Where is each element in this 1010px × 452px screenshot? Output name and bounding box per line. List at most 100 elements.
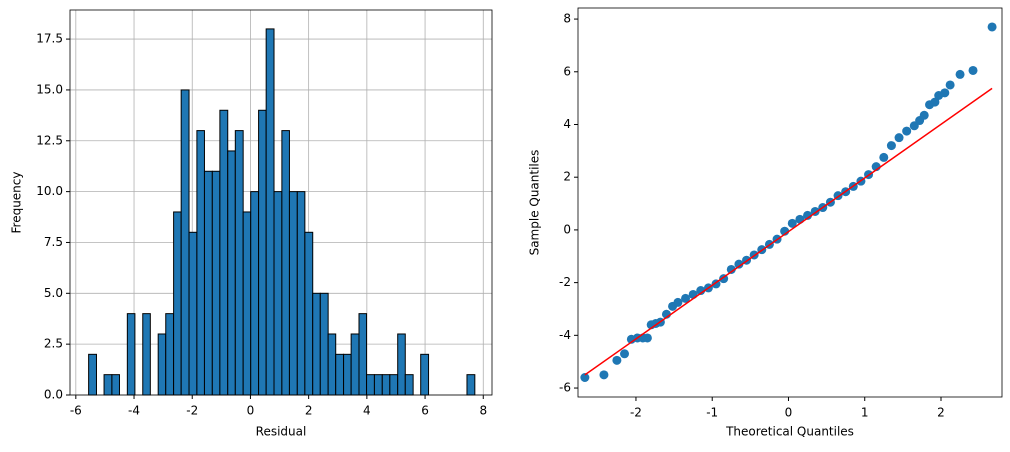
bar [180, 89, 190, 396]
bar [111, 374, 120, 396]
bar [281, 130, 290, 396]
bar [350, 333, 360, 396]
bar [296, 191, 306, 396]
point [612, 355, 622, 365]
point [787, 218, 797, 228]
x-tick-label: -4 [128, 404, 140, 418]
bar [273, 191, 283, 396]
bar [304, 231, 314, 396]
bar [373, 374, 383, 396]
bar [188, 231, 198, 396]
bar [165, 313, 175, 396]
bar [366, 374, 375, 396]
bar [389, 374, 399, 396]
y-tick-label: 8 [563, 12, 571, 26]
bar [242, 211, 252, 396]
y-tick-label: 12.5 [36, 133, 63, 147]
point [894, 133, 904, 143]
x-tick-label: -2 [186, 404, 198, 418]
x-tick-label: -2 [630, 406, 642, 420]
point [919, 110, 929, 120]
y-tick-label: -6 [559, 381, 571, 395]
x-tick-label: -6 [70, 404, 82, 418]
point [930, 97, 940, 107]
point [580, 372, 590, 382]
point [902, 126, 912, 136]
bar [343, 353, 352, 396]
bar [250, 191, 260, 396]
bar [258, 109, 267, 396]
y-tick-label: 0.0 [44, 388, 63, 402]
y-tick-label: -2 [559, 275, 571, 289]
y-tick-label: 2 [563, 170, 571, 184]
point [688, 289, 698, 299]
bar [173, 211, 182, 396]
reference-line [584, 87, 993, 376]
y-tick-label: 0 [563, 222, 571, 236]
y-tick-label: 7.5 [44, 235, 63, 249]
bar [234, 130, 244, 396]
bar [142, 313, 151, 396]
point [987, 22, 997, 32]
plot-frame [577, 7, 1003, 398]
bar [312, 292, 321, 396]
x-axis-label: Residual [256, 425, 307, 439]
point [955, 69, 965, 79]
point [945, 80, 955, 90]
bar [404, 374, 414, 396]
bar [335, 353, 345, 396]
point [681, 293, 691, 303]
y-tick-label: 17.5 [36, 32, 63, 46]
bar [203, 170, 213, 396]
bar [420, 353, 430, 396]
point [726, 264, 736, 274]
x-tick-label: 6 [421, 404, 429, 418]
y-tick-label: 2.5 [44, 337, 63, 351]
point [620, 349, 630, 359]
bar [219, 109, 229, 396]
bar [381, 374, 391, 396]
x-tick-label: 4 [363, 404, 371, 418]
bar [211, 170, 221, 396]
bar [265, 28, 275, 396]
point [886, 141, 896, 151]
x-tick-label: 2 [305, 404, 313, 418]
bar [358, 313, 368, 396]
bar [288, 191, 298, 396]
x-tick-label: 0 [247, 404, 255, 418]
x-axis-label: Theoretical Quantiles [725, 425, 854, 439]
bar [466, 374, 476, 396]
bar [88, 353, 97, 396]
x-tick-label: 1 [861, 406, 869, 420]
y-tick-label: 10.0 [36, 184, 63, 198]
point [642, 333, 652, 343]
point [940, 88, 950, 98]
bar [397, 333, 406, 396]
point [599, 370, 609, 380]
bar [157, 333, 167, 396]
point [795, 214, 805, 224]
point [968, 65, 978, 75]
y-axis-label: Sample Quantiles [528, 150, 542, 256]
y-tick-label: 6 [563, 64, 571, 78]
bar [327, 333, 337, 396]
point [696, 286, 706, 296]
y-tick-label: 5.0 [44, 286, 63, 300]
plot-frame [69, 9, 493, 396]
y-tick-label: 4 [563, 117, 571, 131]
bar [227, 150, 236, 396]
x-tick-label: 0 [785, 406, 793, 420]
point [879, 152, 889, 162]
y-tick-label: -4 [559, 328, 571, 342]
bar [196, 130, 205, 396]
point [803, 210, 813, 220]
x-tick-label: -1 [706, 406, 718, 420]
bar [103, 374, 113, 396]
y-tick-label: 15.0 [36, 82, 63, 96]
bar [319, 292, 329, 396]
bar [126, 313, 136, 396]
x-tick-label: 8 [479, 404, 487, 418]
x-tick-label: 2 [937, 406, 945, 420]
point [673, 297, 683, 307]
